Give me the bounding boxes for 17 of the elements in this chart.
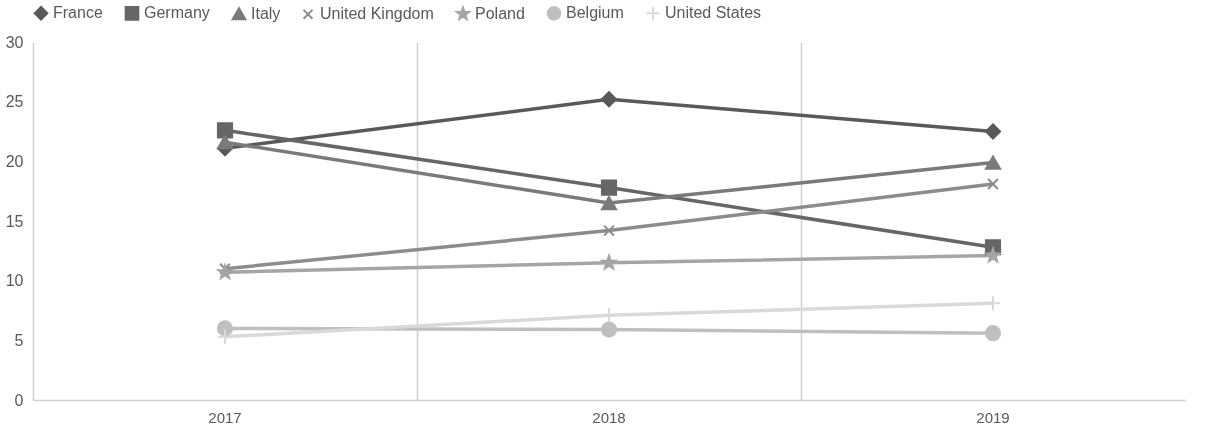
x-tick-label: 2017 xyxy=(208,408,242,426)
legend-label: Germany xyxy=(144,4,210,22)
legend-label: France xyxy=(53,4,103,22)
legend-label: Poland xyxy=(475,4,525,22)
legend-label: Italy xyxy=(251,4,281,22)
y-tick-label: 5 xyxy=(14,331,24,349)
legend-label: United Kingdom xyxy=(320,5,434,23)
y-tick-label: 30 xyxy=(5,33,24,51)
y-tick-label: 0 xyxy=(14,391,24,409)
y-tick-label: 25 xyxy=(5,93,24,111)
x-tick-label: 2019 xyxy=(976,408,1010,426)
y-tick-label: 15 xyxy=(5,212,24,230)
legend-label: United States xyxy=(665,4,762,22)
legend-label: Belgium xyxy=(566,4,624,22)
x-tick-label: 2018 xyxy=(592,408,626,426)
y-tick-label: 20 xyxy=(5,152,24,170)
y-tick-label: 10 xyxy=(5,272,24,290)
